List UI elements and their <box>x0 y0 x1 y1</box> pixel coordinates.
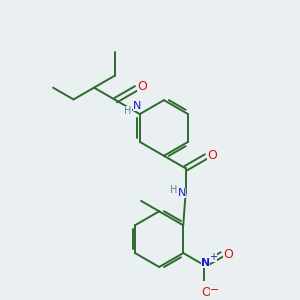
Text: N: N <box>200 259 210 269</box>
Text: N: N <box>133 101 141 111</box>
Text: O: O <box>137 80 147 93</box>
Text: O: O <box>223 248 233 261</box>
Text: −: − <box>210 285 219 295</box>
Text: H: H <box>124 106 132 116</box>
Text: O: O <box>207 148 217 162</box>
Text: O: O <box>202 286 212 299</box>
Text: N: N <box>178 188 186 198</box>
Text: H: H <box>170 185 178 195</box>
Text: +: + <box>208 251 217 262</box>
